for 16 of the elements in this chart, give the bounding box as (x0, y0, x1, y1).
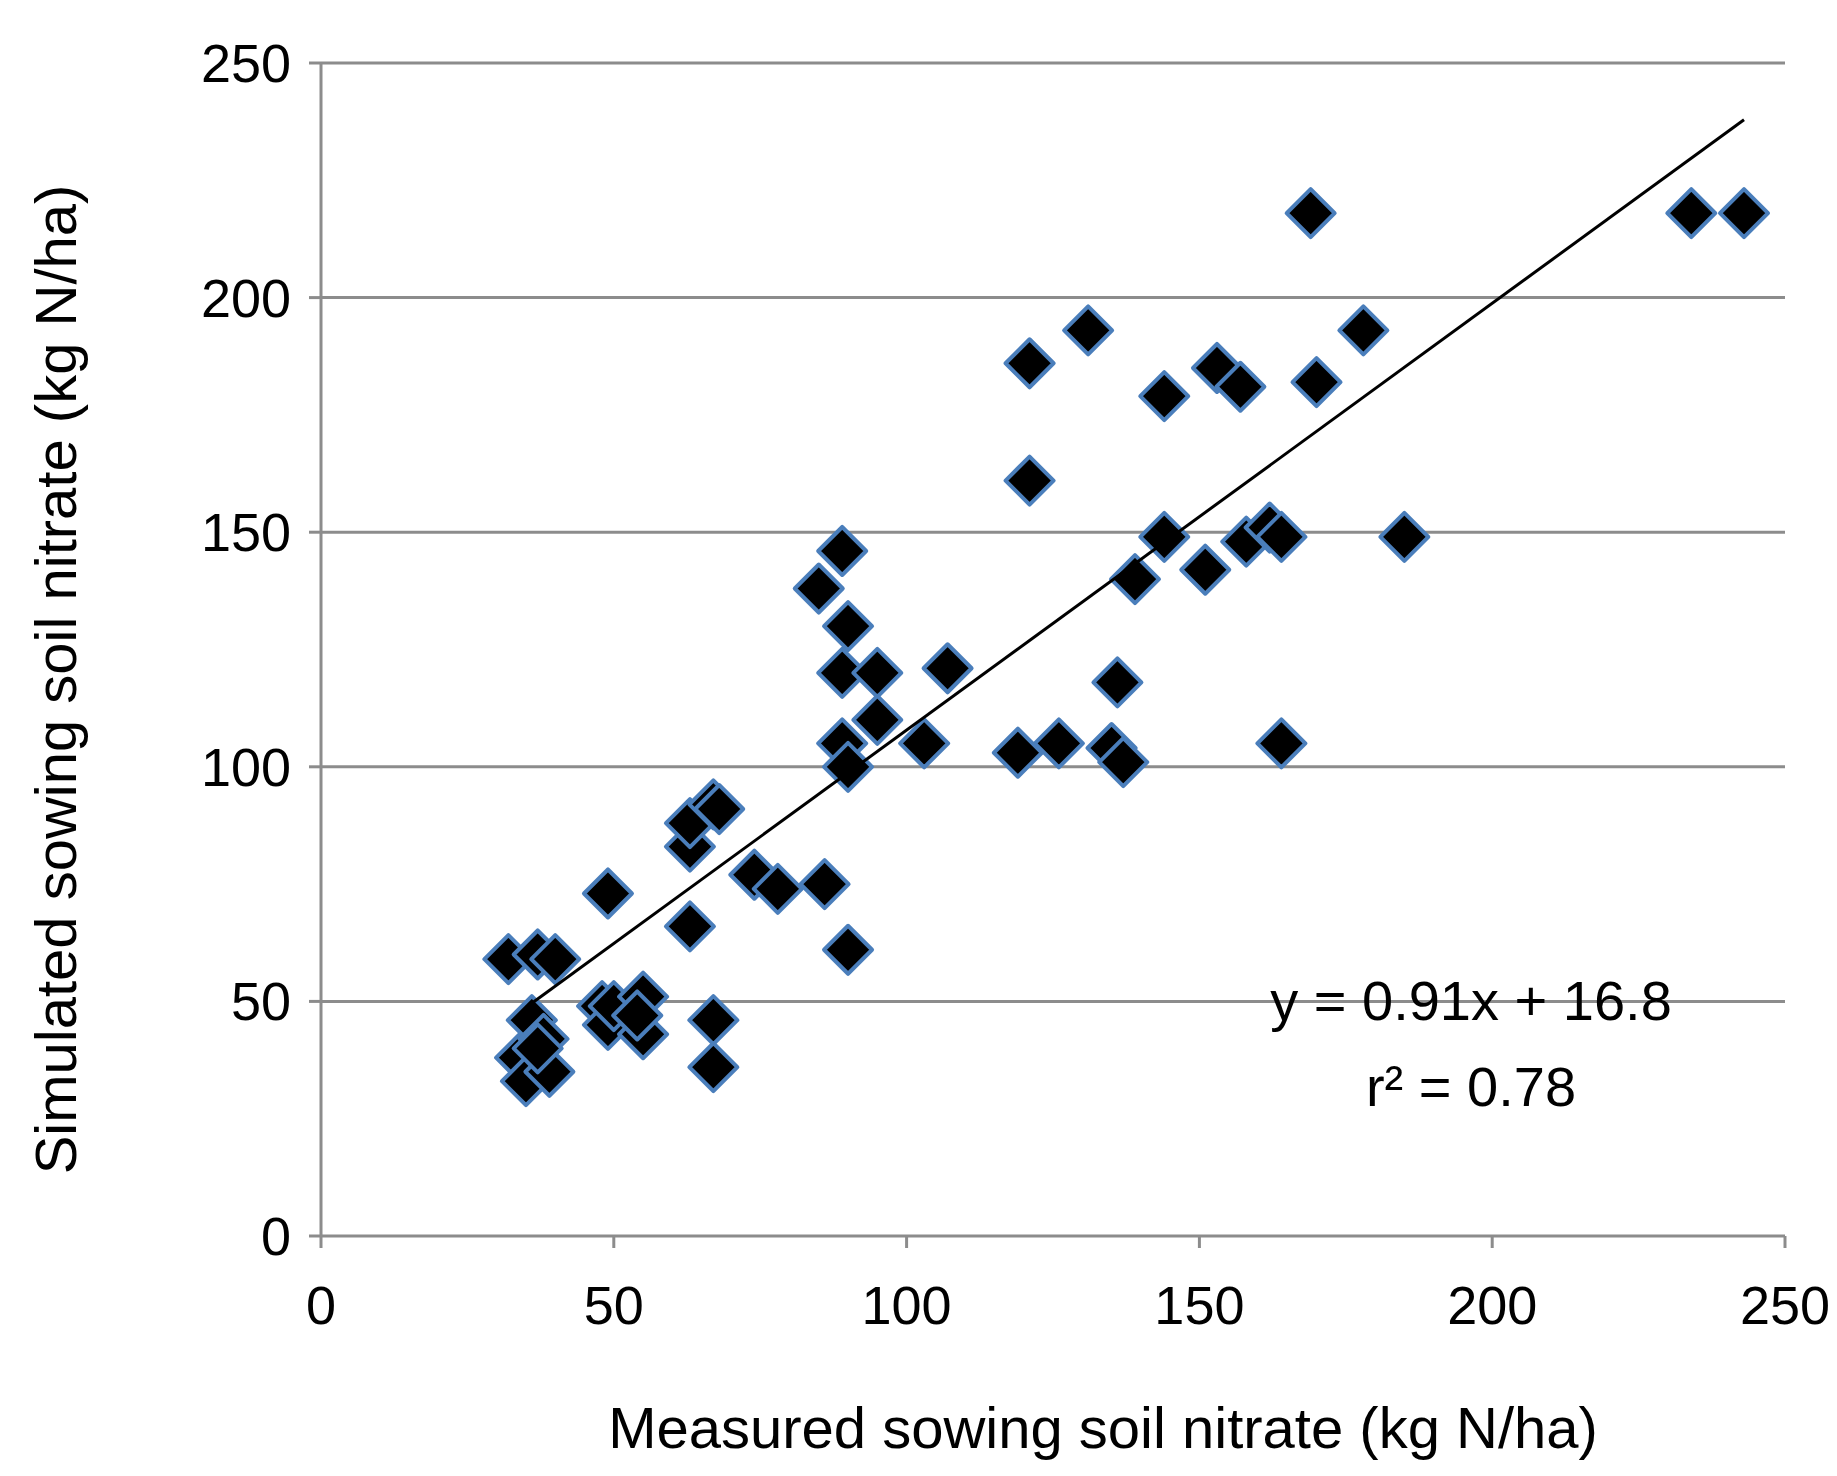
y-tick-label: 0 (260, 1206, 291, 1266)
x-tick-label: 200 (1447, 1275, 1538, 1335)
y-tick-label: 50 (230, 971, 291, 1032)
y-tick-label: 200 (200, 267, 291, 328)
y-axis-title: Simulated sowing soil nitrate (kg N/ha) (23, 184, 88, 1175)
annotation: y = 0.91x + 16.8 (1270, 969, 1672, 1032)
x-tick-label: 150 (1154, 1275, 1245, 1335)
y-tick-label: 250 (200, 33, 291, 93)
y-tick-label: 150 (200, 502, 291, 563)
x-tick-label: 0 (305, 1275, 337, 1335)
x-tick-label: 100 (861, 1275, 952, 1335)
x-tick-label: 250 (1739, 1275, 1831, 1335)
x-tick-label: 50 (583, 1275, 644, 1335)
y-tick-label: 100 (200, 736, 291, 797)
annotation: r² = 0.78 (1365, 1055, 1577, 1118)
x-axis-title: Measured sowing soil nitrate (kg N/ha) (608, 1395, 1598, 1460)
